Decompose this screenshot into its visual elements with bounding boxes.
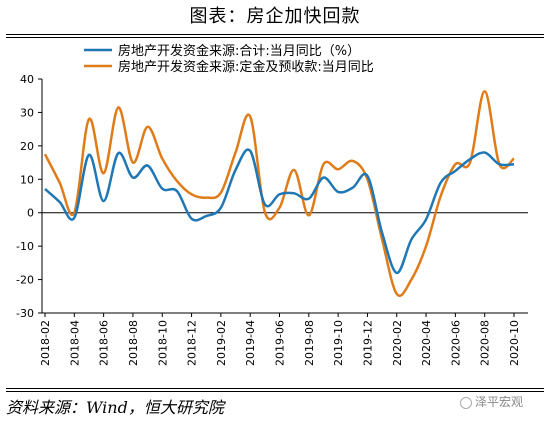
y-tick-label: -30 xyxy=(16,307,34,320)
x-tick-label: 2019-12 xyxy=(361,320,374,366)
x-tick-label: 2020-06 xyxy=(449,320,462,366)
x-tick-label: 2019-02 xyxy=(215,320,228,366)
watermark: 泽平宏观 xyxy=(460,393,523,410)
footer-rule xyxy=(6,391,544,392)
title-rule xyxy=(6,37,544,38)
x-tick-label: 2018-10 xyxy=(156,320,169,366)
x-tick-label: 2020-04 xyxy=(420,320,433,366)
x-tick-label: 2019-10 xyxy=(332,320,345,366)
plot-area: 40 30 20 10 0 -10 -20 -30 2018-02 2018-04 2018-06 2… xyxy=(16,73,528,366)
y-tick-label: 40 xyxy=(20,73,34,86)
page-title: 图表：房企加快回款 xyxy=(189,6,361,27)
y-tick-label: 20 xyxy=(20,140,34,153)
y-tick-label: -20 xyxy=(16,274,34,287)
line-chart: 40 30 20 10 0 -10 -20 -30 2018-02 2018-04 2018-06 2… xyxy=(16,43,528,366)
x-tick-label: 2018-02 xyxy=(39,320,52,366)
legend-label: 房地产开发资金来源:定金及预收款:当月同比 xyxy=(118,59,374,75)
x-tick-label: 2019-04 xyxy=(244,320,257,366)
x-tick-label: 2018-08 xyxy=(127,320,140,366)
watermark-text: 泽平宏观 xyxy=(475,395,524,409)
x-tick-label: 2019-08 xyxy=(303,320,316,366)
wechat-icon xyxy=(460,396,472,409)
y-tick-label: 10 xyxy=(20,173,34,186)
x-tick-label: 2020-08 xyxy=(479,320,492,366)
x-tick-label: 2018-12 xyxy=(186,320,199,366)
y-tick-label: 0 xyxy=(27,207,34,220)
x-tick-label: 2018-04 xyxy=(68,320,81,366)
legend-label: 房地产开发资金来源:合计:当月同比（%） xyxy=(118,43,360,59)
x-tick-label: 2020-02 xyxy=(391,320,404,366)
x-tick-label: 2020-10 xyxy=(508,320,521,366)
title-rule xyxy=(6,34,544,35)
series-line xyxy=(43,90,515,297)
series-line xyxy=(44,148,515,275)
source-note: 资料来源：Wind，恒大研究院 xyxy=(6,398,224,417)
footer-rule xyxy=(6,388,544,389)
y-tick-label: 30 xyxy=(20,106,34,119)
x-tick-label: 2018-06 xyxy=(98,320,111,366)
legend: 房地产开发资金来源:合计:当月同比（%）房地产开发资金来源:定金及预收款:当月同… xyxy=(84,43,374,75)
y-tick-label: -10 xyxy=(16,240,34,253)
x-tick-label: 2019-06 xyxy=(274,320,287,366)
